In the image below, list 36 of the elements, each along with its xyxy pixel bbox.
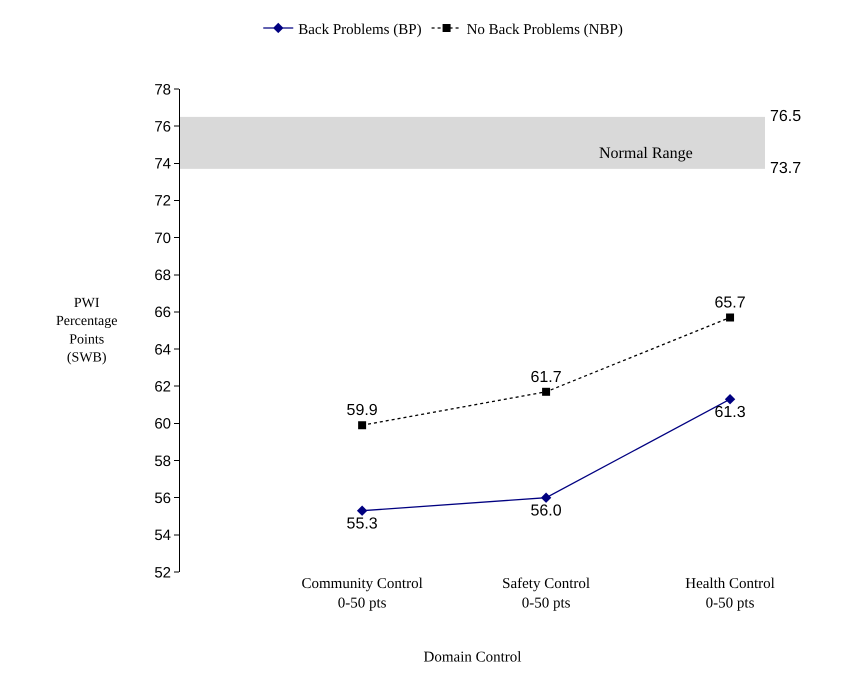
y-tick-label: 68 (154, 267, 171, 284)
x-axis-title: Domain Control (424, 650, 522, 666)
x-tick-label: Community Control 0-50 pts (301, 576, 423, 612)
data-label: 65.7 (714, 294, 746, 312)
x-tick-label: Safety Control 0-50 pts (502, 576, 590, 612)
point (726, 314, 734, 322)
point (542, 388, 550, 396)
x-tick-label: Health Control 0-50 pts (685, 576, 775, 612)
y-tick-label: 60 (154, 416, 171, 433)
y-tick-label: 66 (154, 304, 171, 322)
y-tick-label: 56 (154, 490, 171, 507)
data-label: 59.9 (346, 402, 378, 420)
legend-label: No Back Problems (NBP) (466, 22, 623, 38)
y-tick-label: 78 (154, 81, 171, 98)
point (724, 394, 736, 404)
y-tick-label: 72 (154, 192, 171, 210)
y-tick-label: 62 (154, 378, 171, 396)
y-tick-label: 74 (154, 156, 171, 173)
point (540, 492, 552, 503)
text: 73.7 (770, 160, 802, 177)
text: 76.5 (770, 108, 802, 125)
band-label: Normal Range (599, 145, 693, 162)
y-tick-label: 76 (154, 118, 171, 136)
legend-label: Back Problems (BP) (298, 22, 422, 38)
data-label: 56.0 (530, 502, 562, 520)
data-label: 55.3 (346, 516, 378, 533)
data-label: 61.7 (530, 368, 562, 386)
y-tick-label: 52 (154, 564, 171, 582)
y-tick-label: 54 (154, 527, 171, 544)
data-label: 61.3 (714, 404, 746, 422)
y-axis-title: PWI Percentage Points (SWB) (56, 296, 118, 366)
point (356, 506, 368, 516)
y-tick-label: 58 (154, 452, 171, 470)
y-tick-label: 70 (154, 230, 171, 247)
point (358, 421, 366, 430)
y-tick-label: 64 (154, 341, 171, 358)
